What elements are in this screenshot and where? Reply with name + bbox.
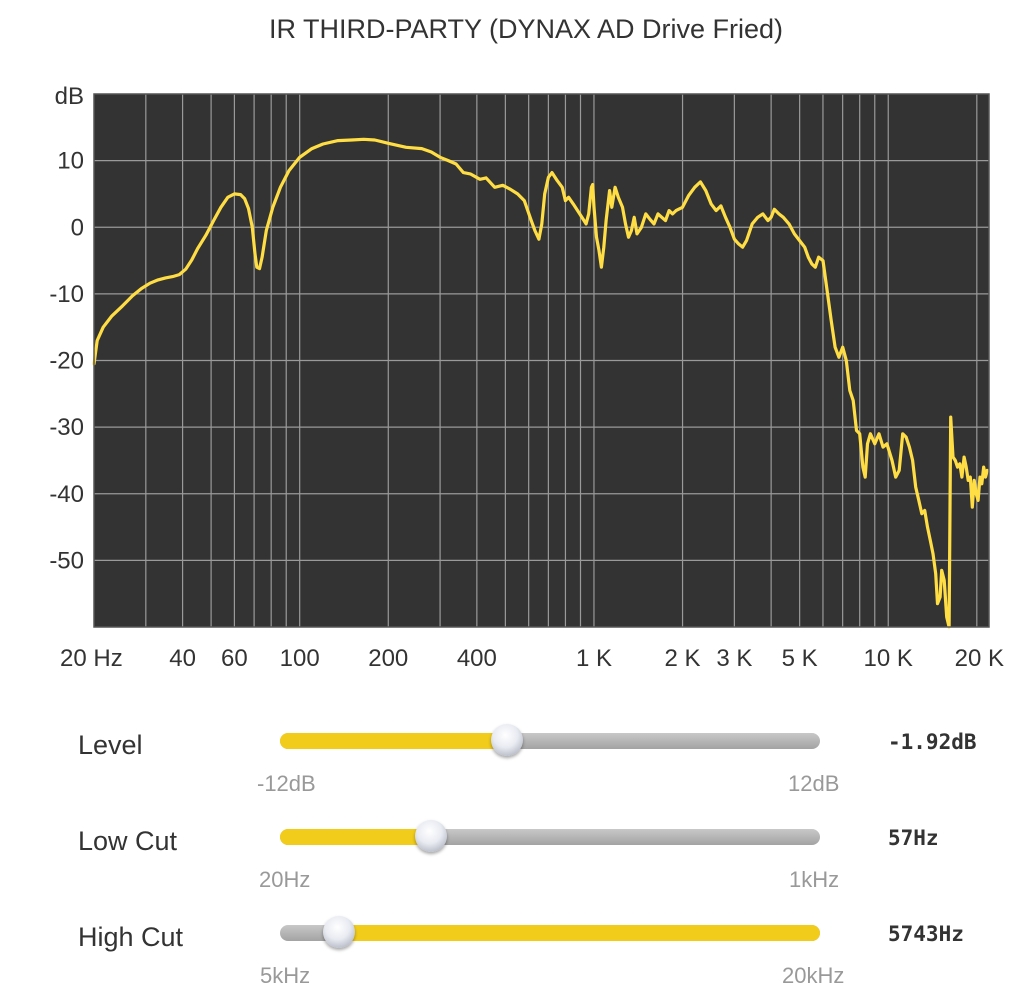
- high-cut-min-label: 5kHz: [260, 963, 311, 988]
- level-slider[interactable]: [280, 724, 820, 756]
- low-cut-label: Low Cut: [78, 826, 178, 856]
- chart-title: IR THIRD-PARTY (DYNAX AD Drive Fried): [269, 14, 783, 44]
- level-max-label: 12dB: [788, 771, 840, 796]
- low-cut-value: 57Hz: [888, 826, 939, 850]
- high-cut-label: High Cut: [78, 922, 184, 952]
- x-tick-label: 100: [280, 645, 320, 672]
- plot-border: [93, 93, 990, 628]
- y-tick-label: -20: [49, 348, 84, 375]
- x-tick-label: 10 K: [864, 645, 913, 672]
- low-cut-min-label: 20Hz: [259, 867, 311, 892]
- level-slider-thumb[interactable]: [490, 724, 523, 756]
- y-tick-label: -10: [49, 281, 84, 308]
- grid-lines: [94, 94, 989, 627]
- high-cut-slider-thumb[interactable]: [323, 916, 356, 948]
- y-tick-labels: 10 0 -10 -20 -30 -40 -50: [49, 148, 84, 575]
- y-tick-label: -30: [49, 414, 84, 441]
- x-tick-label: 3 K: [716, 645, 752, 672]
- high-cut-slider[interactable]: [280, 916, 820, 948]
- y-tick-label: 10: [57, 148, 84, 175]
- x-tick-label: 5 K: [782, 645, 818, 672]
- high-cut-slider-fill: [339, 925, 820, 941]
- x-tick-label: 1 K: [576, 645, 612, 672]
- x-tick-label: 40: [169, 645, 196, 672]
- y-tick-label: -50: [49, 547, 84, 574]
- low-cut-max-label: 1kHz: [789, 867, 840, 892]
- x-tick-label: 20 Hz: [60, 645, 123, 672]
- low-cut-slider[interactable]: [280, 820, 820, 852]
- frequency-response-chart: IR THIRD-PARTY (DYNAX AD Drive Fried) dB…: [49, 14, 1004, 672]
- level-value: -1.92dB: [888, 730, 977, 754]
- x-tick-label: 20 K: [955, 645, 1004, 672]
- high-cut-value: 5743Hz: [888, 922, 964, 946]
- x-tick-label: 400: [457, 645, 497, 672]
- frequency-response-line: [92, 137, 989, 629]
- y-axis-label: dB: [55, 83, 84, 110]
- level-slider-fill: [280, 733, 507, 749]
- y-tick-label: -40: [49, 481, 84, 508]
- level-min-label: -12dB: [257, 771, 316, 796]
- level-label: Level: [78, 730, 143, 760]
- low-cut-slider-fill: [280, 829, 432, 845]
- x-tick-label: 60: [221, 645, 248, 672]
- x-tick-label: 2 K: [665, 645, 701, 672]
- y-tick-label: 0: [71, 214, 84, 241]
- high-cut-max-label: 20kHz: [782, 963, 845, 988]
- x-tick-label: 200: [368, 645, 408, 672]
- x-tick-labels: 20 Hz 40 60 100 200 400 1 K 2 K 3 K 5 K 10 K 20 K: [60, 645, 1004, 672]
- low-cut-slider-thumb[interactable]: [415, 820, 448, 852]
